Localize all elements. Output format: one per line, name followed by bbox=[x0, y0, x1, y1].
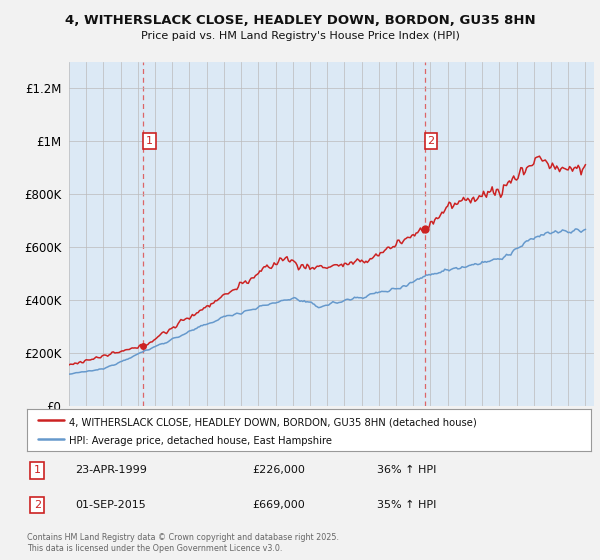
Text: £226,000: £226,000 bbox=[253, 465, 305, 475]
Text: HPI: Average price, detached house, East Hampshire: HPI: Average price, detached house, East… bbox=[70, 436, 332, 446]
Text: 36% ↑ HPI: 36% ↑ HPI bbox=[377, 465, 436, 475]
Text: 01-SEP-2015: 01-SEP-2015 bbox=[75, 500, 146, 510]
Text: 35% ↑ HPI: 35% ↑ HPI bbox=[377, 500, 436, 510]
Text: 2: 2 bbox=[34, 500, 41, 510]
Text: 1: 1 bbox=[146, 136, 153, 146]
Text: £669,000: £669,000 bbox=[253, 500, 305, 510]
Text: 4, WITHERSLACK CLOSE, HEADLEY DOWN, BORDON, GU35 8HN (detached house): 4, WITHERSLACK CLOSE, HEADLEY DOWN, BORD… bbox=[70, 417, 477, 427]
Text: Contains HM Land Registry data © Crown copyright and database right 2025.
This d: Contains HM Land Registry data © Crown c… bbox=[27, 533, 339, 553]
Text: Price paid vs. HM Land Registry's House Price Index (HPI): Price paid vs. HM Land Registry's House … bbox=[140, 31, 460, 41]
Text: 23-APR-1999: 23-APR-1999 bbox=[75, 465, 147, 475]
Text: 2: 2 bbox=[427, 136, 434, 146]
Text: 1: 1 bbox=[34, 465, 41, 475]
Text: 4, WITHERSLACK CLOSE, HEADLEY DOWN, BORDON, GU35 8HN: 4, WITHERSLACK CLOSE, HEADLEY DOWN, BORD… bbox=[65, 14, 535, 27]
